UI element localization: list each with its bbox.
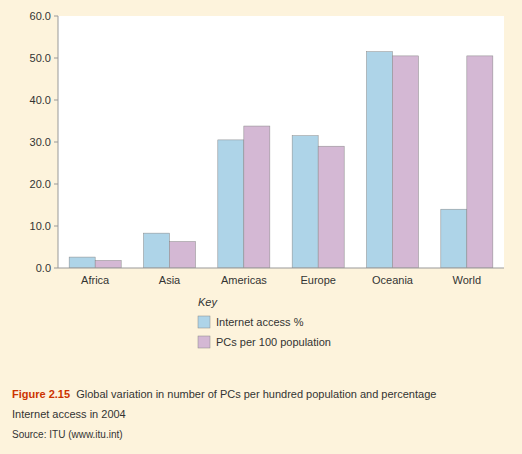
bar	[244, 126, 270, 268]
bar	[393, 56, 419, 268]
caption-figure: Figure 2.15	[12, 388, 70, 400]
x-tick-label: Americas	[221, 274, 267, 286]
x-tick-label: Africa	[81, 274, 110, 286]
plot-area	[58, 16, 504, 268]
y-tick-label: 0.0	[36, 262, 51, 274]
legend: Key Internet access % PCs per 100 populati…	[198, 296, 331, 348]
legend-swatch	[198, 316, 210, 328]
y-tick-label: 20.0	[30, 178, 51, 190]
y-tick	[54, 58, 58, 59]
legend-swatch	[198, 336, 210, 348]
x-tick-label: Europe	[300, 274, 335, 286]
y-tick-label: 10.0	[30, 220, 51, 232]
bar	[366, 52, 392, 268]
caption-text: Global variation in number of PCs per hu…	[70, 388, 436, 400]
legend-title: Key	[198, 296, 218, 308]
bar	[143, 233, 169, 268]
y-tick	[54, 184, 58, 185]
bar	[170, 242, 196, 268]
x-axis-line	[58, 268, 504, 269]
y-tick	[54, 226, 58, 227]
x-tick-label: Oceania	[372, 274, 414, 286]
bar	[69, 257, 95, 268]
legend-label: Internet access %	[216, 316, 304, 328]
bar	[467, 56, 493, 268]
bar	[95, 260, 121, 268]
y-tick-label: 30.0	[30, 136, 51, 148]
caption-line-1: Figure 2.15 Global variation in number o…	[12, 388, 436, 400]
source: Source: ITU (www.itu.int)	[12, 429, 123, 440]
y-axis-line	[58, 16, 59, 268]
y-tick	[54, 16, 58, 17]
bars	[69, 52, 493, 268]
caption-line-2: Internet access in 2004	[12, 408, 126, 420]
x-tick-label: Asia	[159, 274, 181, 286]
bar	[318, 146, 344, 268]
y-tick	[54, 142, 58, 143]
bar	[218, 140, 244, 268]
x-tick-label: World	[453, 274, 482, 286]
y-tick	[54, 268, 58, 269]
legend-label: PCs per 100 population	[216, 336, 331, 348]
y-tick-label: 50.0	[30, 52, 51, 64]
bar	[292, 136, 318, 268]
y-tick	[54, 100, 58, 101]
y-tick-label: 60.0	[30, 10, 51, 22]
y-tick-label: 40.0	[30, 94, 51, 106]
background	[0, 0, 522, 454]
chart: 0.0 10.0 20.0 30.0 40.0 50.0 60.0 Africa Asia Ame…	[0, 0, 522, 454]
x-axis: Africa Asia Americas Europe Oceania World	[81, 274, 481, 286]
y-axis: 0.0 10.0 20.0 30.0 40.0 50.0 60.0	[30, 10, 58, 274]
bar	[441, 209, 467, 268]
